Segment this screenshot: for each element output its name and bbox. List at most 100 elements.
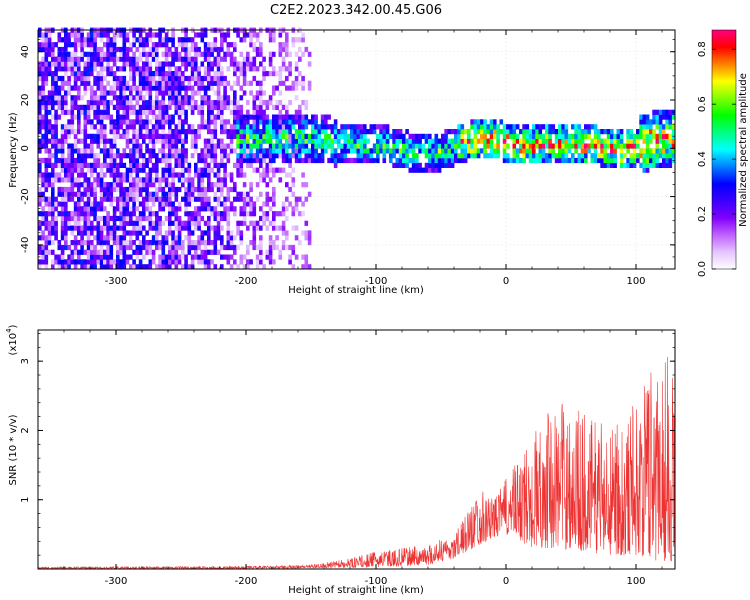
heatmap-cell	[470, 124, 474, 130]
heatmap-cell	[402, 143, 406, 149]
heatmap-cell	[155, 56, 159, 62]
heatmap-cell	[73, 80, 78, 86]
heatmap-cell	[294, 196, 299, 202]
heatmap-cell	[168, 206, 172, 212]
heatmap-cell	[242, 254, 247, 260]
heatmap-cell	[132, 75, 136, 82]
heatmap-cell	[567, 143, 572, 149]
heatmap-cell	[122, 215, 127, 222]
heatmap-cell	[60, 61, 65, 67]
heatmap-cell	[379, 129, 383, 135]
heatmap-cell	[665, 148, 669, 154]
heatmap-cell	[216, 46, 221, 53]
heatmap-cell	[259, 138, 263, 144]
heatmap-cell	[337, 133, 341, 139]
heatmap-cell	[294, 143, 299, 149]
heatmap-cell	[122, 235, 127, 241]
heatmap-cell	[343, 157, 348, 164]
heatmap-cell	[132, 143, 136, 149]
heatmap-cell	[106, 56, 110, 62]
heatmap-cell	[106, 235, 110, 241]
heatmap-cell	[239, 167, 244, 173]
heatmap-cell	[301, 100, 305, 106]
heatmap-cell	[610, 143, 614, 149]
heatmap-cell	[450, 148, 455, 154]
heatmap-cell	[304, 235, 309, 241]
heatmap-cell	[203, 206, 208, 212]
heatmap-cell	[210, 42, 214, 48]
heatmap-cell	[239, 220, 244, 226]
heatmap-cell	[649, 129, 653, 135]
heatmap-cell	[281, 220, 286, 226]
heatmap-cell	[187, 240, 192, 246]
heatmap-cell	[93, 177, 97, 183]
heatmap-cell	[197, 225, 201, 231]
heatmap-cell	[164, 230, 169, 236]
heatmap-cell	[515, 153, 520, 159]
heatmap-cell	[548, 124, 552, 130]
snr-panel: -300 -200 -100 0 100 123 Height of straight …	[5, 324, 676, 596]
heatmap-cell	[83, 61, 88, 67]
heatmap-cell	[382, 138, 387, 144]
heatmap-cell	[187, 264, 192, 270]
heatmap-cell	[190, 211, 195, 217]
heatmap-cell	[116, 244, 120, 251]
heatmap-cell	[275, 225, 279, 231]
heatmap-cell	[272, 211, 276, 217]
heatmap-cell	[197, 196, 201, 202]
heatmap-cell	[67, 186, 71, 193]
heatmap-cell	[70, 172, 75, 178]
heatmap-cell	[190, 191, 195, 197]
heatmap-cell	[119, 157, 123, 164]
heatmap-cell	[70, 32, 75, 38]
heatmap-cell	[278, 148, 283, 154]
heatmap-cell	[408, 143, 413, 149]
heatmap-cell	[246, 129, 250, 135]
heatmap-cell	[155, 90, 159, 96]
heatmap-cell	[454, 157, 458, 164]
heatmap-cell	[86, 51, 91, 57]
heatmap-cell	[106, 80, 110, 86]
heatmap-cell	[207, 56, 211, 62]
heatmap-cell	[90, 182, 94, 188]
heatmap-cell	[265, 153, 270, 159]
heatmap-cell	[229, 201, 234, 207]
heatmap-cell	[47, 46, 52, 53]
heatmap-cell	[233, 235, 237, 241]
heatmap-cell	[535, 157, 539, 164]
heatmap-cell	[161, 66, 166, 72]
heatmap-cell	[333, 138, 338, 144]
heatmap-cell	[155, 167, 159, 173]
heatmap-cell	[148, 32, 153, 38]
heatmap-cell	[249, 129, 253, 135]
heatmap-cell	[311, 119, 315, 125]
heatmap-cell	[119, 75, 123, 82]
heatmap-cell	[255, 95, 260, 101]
heatmap-cell	[135, 220, 140, 226]
heatmap-cell	[99, 148, 104, 154]
heatmap-cell	[626, 162, 630, 168]
heatmap-cell	[161, 235, 166, 241]
heatmap-cell	[418, 167, 422, 173]
heatmap-cell	[148, 225, 153, 231]
heatmap-cell	[447, 157, 452, 164]
heatmap-cell	[181, 100, 185, 106]
heatmap-cell	[119, 104, 123, 110]
heatmap-cell	[229, 129, 234, 135]
heatmap-cell	[434, 167, 439, 173]
heatmap-cell	[122, 80, 127, 86]
heatmap-cell	[291, 37, 296, 43]
heatmap-cell	[77, 249, 81, 255]
heatmap-cell	[301, 172, 305, 178]
heatmap-cell	[259, 254, 263, 260]
heatmap-cell	[207, 42, 211, 48]
heatmap-cell	[132, 206, 136, 212]
heatmap-cell	[132, 51, 136, 57]
heatmap-cell	[467, 143, 471, 149]
heatmap-cell	[47, 211, 52, 217]
heatmap-cell	[216, 100, 221, 106]
heatmap-cell	[431, 157, 435, 164]
heatmap-cell	[405, 157, 409, 164]
heatmap-cell	[70, 148, 75, 154]
heatmap-cell	[99, 182, 104, 188]
